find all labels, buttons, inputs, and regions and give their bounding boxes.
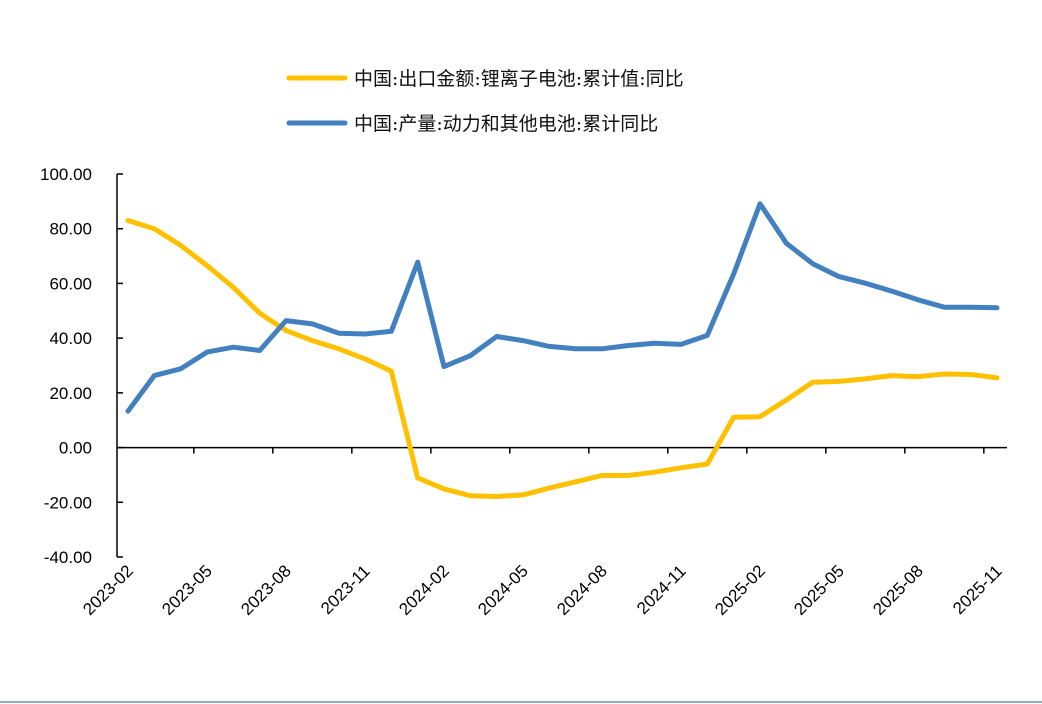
x-tick-label: 2024-05 <box>474 561 532 619</box>
legend-label-2: 中国:产量:动力和其他电池:累计同比 <box>354 113 658 135</box>
y-tick-label: 100.00 <box>40 165 92 184</box>
y-tick-label: -20.00 <box>44 493 92 512</box>
x-tick-label: 2025-11 <box>949 561 1006 618</box>
legend-label-1: 中国:出口金额:锂离子电池:累计值:同比 <box>354 68 684 90</box>
series-line-1 <box>125 218 1000 499</box>
x-tick-label: 2024-02 <box>395 561 453 619</box>
x-tick-label: 2023-05 <box>158 561 216 619</box>
x-tick-label: 2025-02 <box>711 561 769 619</box>
series-line-2 <box>125 201 1000 414</box>
y-tick-label: 0.00 <box>59 439 92 458</box>
x-tick-label: 2023-08 <box>237 561 295 619</box>
y-tick-label: 40.00 <box>49 329 92 348</box>
series-group <box>125 201 1000 499</box>
x-tick-label: 2024-08 <box>553 561 611 619</box>
y-tick-label: 60.00 <box>49 274 92 293</box>
x-tick-label: 2025-05 <box>790 561 848 619</box>
axes: 100.00 80.00 60.00 40.00 20.00 0.00 -20.00 -40.… <box>40 165 1007 619</box>
y-tick-label: -40.00 <box>44 548 92 567</box>
x-tick-label: 2025-08 <box>869 561 927 619</box>
x-tick-label: 2023-02 <box>79 561 137 619</box>
y-tick-label: 20.00 <box>49 384 92 403</box>
x-tick-label: 2024-11 <box>633 561 690 618</box>
x-tick-label: 2023-11 <box>317 561 374 618</box>
y-tick-label: 80.00 <box>49 220 92 239</box>
